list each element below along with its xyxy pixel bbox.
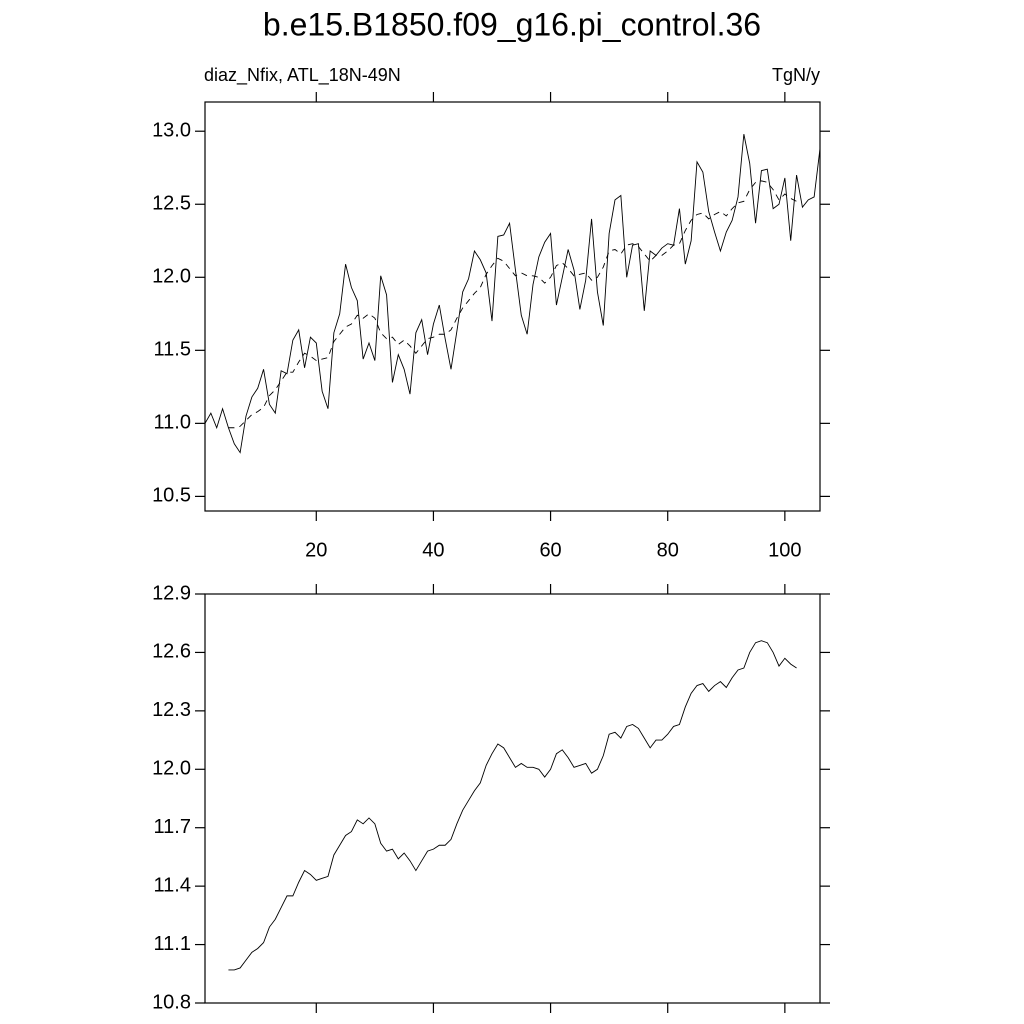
y-tick-label: 12.0 — [152, 266, 191, 288]
data-line — [228, 640, 797, 971]
y-tick-label: 12.6 — [152, 641, 191, 663]
data-line — [204, 134, 821, 454]
y-tick-label: 12.3 — [152, 699, 191, 721]
plot-frame — [204, 101, 821, 512]
y-tick-label: 11.7 — [154, 816, 191, 838]
x-tick-label: 80 — [657, 539, 679, 561]
y-tick-label: 11.1 — [154, 933, 191, 955]
y-tick-label: 11.5 — [154, 339, 191, 361]
y-tick-label: 12.9 — [152, 582, 191, 604]
data-line — [228, 180, 797, 429]
plot-frame — [204, 593, 821, 1004]
subtitle-left: diaz_Nfix, ATL_18N-49N — [204, 65, 401, 86]
x-tick-label: 100 — [768, 539, 801, 561]
y-tick-label: 13.0 — [152, 119, 191, 141]
y-tick-label: 12.5 — [152, 193, 191, 215]
x-tick-label: 60 — [539, 539, 561, 561]
chart-title: b.e15.B1850.f09_g16.pi_control.36 — [263, 6, 761, 42]
y-tick-label: 11.4 — [154, 874, 191, 896]
y-tick-label: 10.8 — [152, 991, 191, 1013]
subtitle-right: TgN/y — [772, 65, 820, 85]
y-tick-label: 10.5 — [152, 485, 191, 507]
y-tick-label: 11.0 — [154, 412, 191, 434]
x-tick-label: 40 — [422, 539, 444, 561]
y-tick-label: 12.0 — [152, 758, 191, 780]
x-tick-label: 20 — [305, 539, 327, 561]
